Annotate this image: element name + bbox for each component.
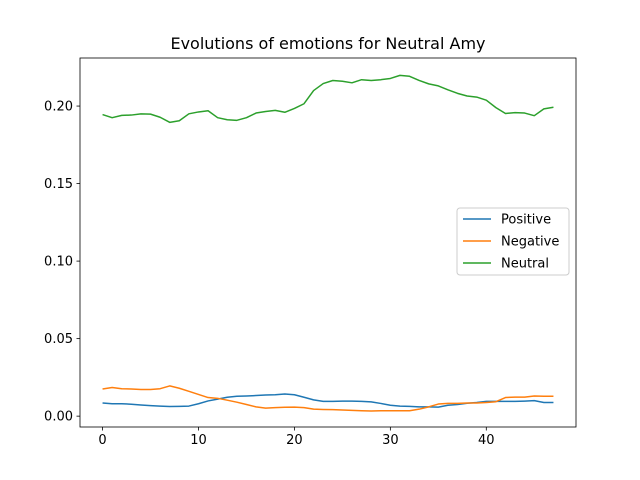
series-line-positive [102, 393, 554, 408]
y-tick-label: 0.00 [44, 410, 73, 425]
y-tick-label: 0.05 [44, 332, 73, 347]
series-line-neutral [102, 74, 554, 124]
legend-label-negative: Negative [501, 235, 559, 250]
chart-title: Evolutions of emotions for Neutral Amy [170, 34, 485, 53]
legend: Positive Negative Neutral [456, 207, 570, 276]
x-tick-label: 30 [382, 433, 399, 448]
y-axis: 0.00 0.05 0.10 0.15 0.20 [44, 100, 80, 425]
y-tick-label: 0.15 [44, 177, 73, 192]
legend-label-neutral: Neutral [501, 257, 549, 272]
plot-lines [102, 74, 554, 412]
y-tick-label: 0.10 [44, 255, 73, 270]
y-tick-label: 0.20 [44, 100, 73, 115]
x-tick-label: 0 [98, 433, 106, 448]
legend-box [456, 207, 570, 276]
x-tick-label: 40 [478, 433, 495, 448]
plot-frame [79, 57, 577, 428]
x-tick-label: 20 [286, 433, 303, 448]
series-line-negative [102, 385, 554, 412]
legend-label-positive: Positive [501, 213, 551, 228]
x-axis: 0 10 20 30 40 [98, 427, 495, 448]
x-tick-label: 10 [190, 433, 207, 448]
